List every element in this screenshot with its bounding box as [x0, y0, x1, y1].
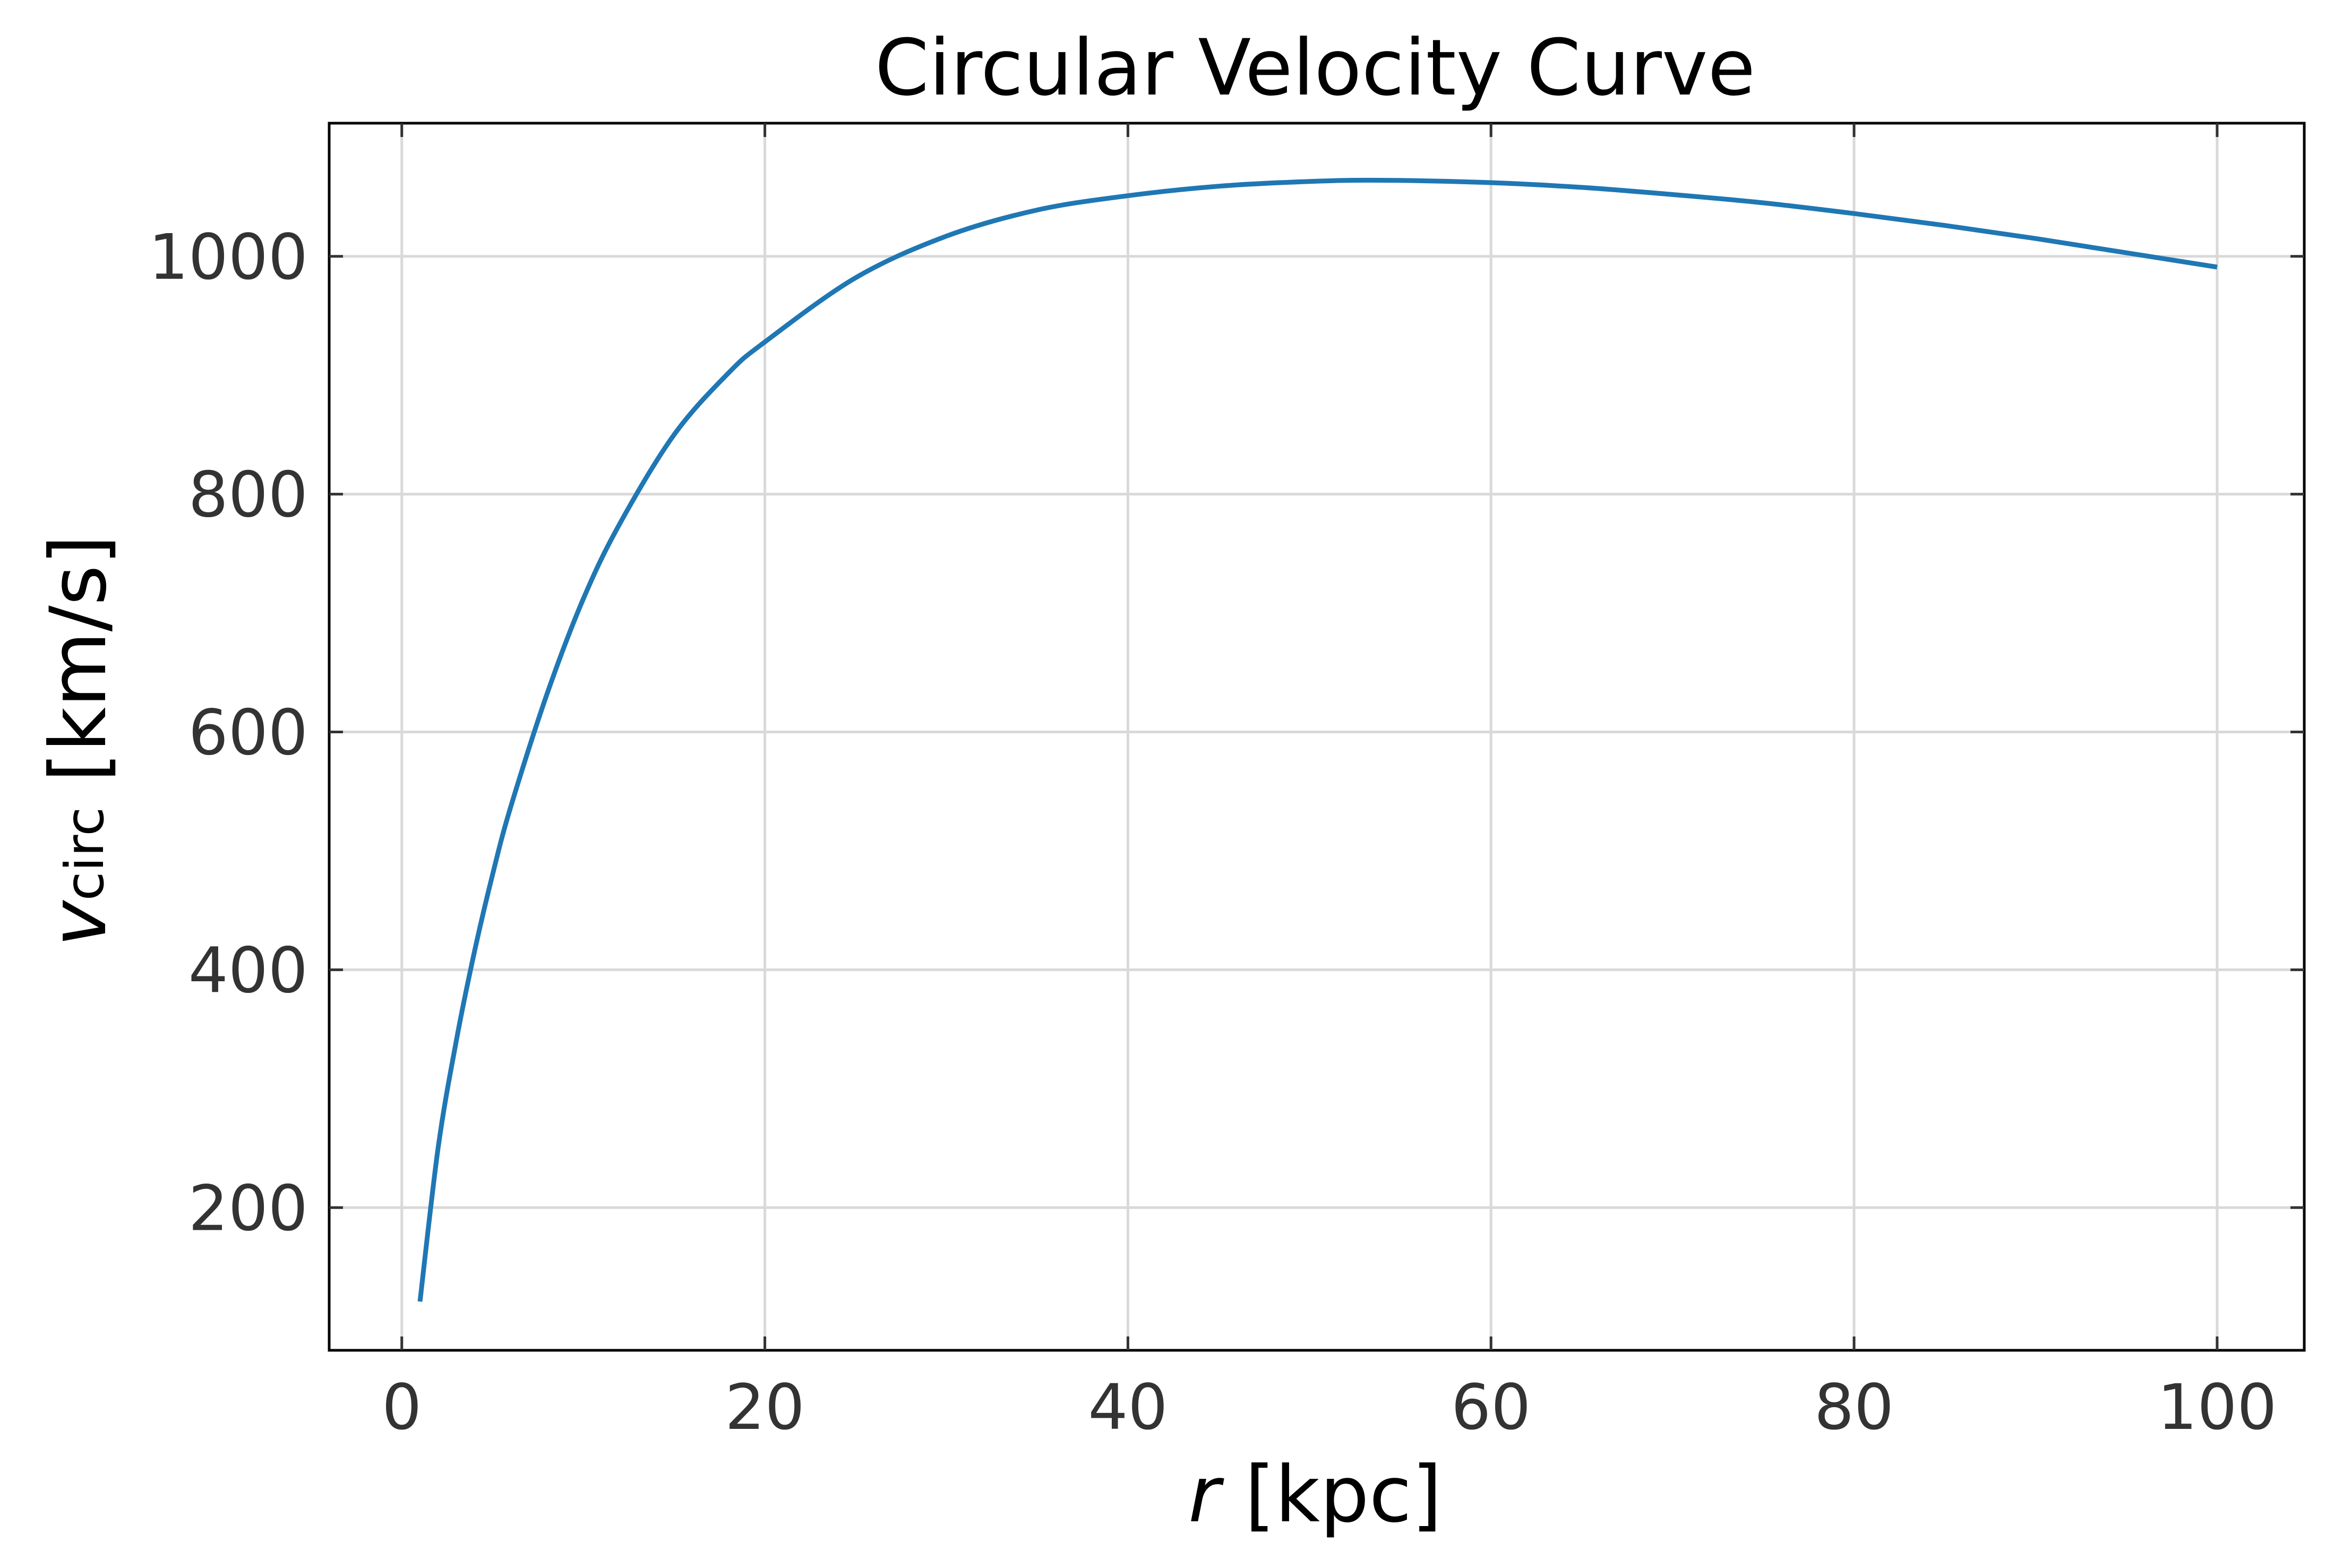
y-tick-label: 1000: [149, 220, 308, 294]
y-axis-subscript: circ: [54, 807, 116, 901]
plot-frame: [328, 122, 2306, 1352]
y-tick-label: 400: [188, 933, 308, 1007]
y-tick-label: 200: [188, 1171, 308, 1245]
x-axis-unit: [kpc]: [1220, 1450, 1442, 1540]
x-tick-label: 40: [1088, 1370, 1168, 1444]
y-tick-label: 800: [188, 458, 308, 532]
tick-labels: 0 20 40 60 80 100 200 400 600 800 1000: [149, 220, 2277, 1444]
x-tick-label: 100: [2157, 1370, 2277, 1444]
x-tick-label: 80: [1814, 1370, 1894, 1444]
x-axis-label: r [kpc]: [1188, 1450, 1442, 1540]
chart-title: Circular Velocity Curve: [875, 23, 1755, 113]
y-axis-unit: [km/s]: [33, 535, 124, 807]
y-axis-label: vcirc [km/s]: [33, 535, 124, 946]
x-tick-label: 0: [382, 1370, 422, 1444]
series-line: [417, 177, 2218, 1302]
y-axis-symbol: v: [33, 899, 124, 947]
x-tick-label: 20: [725, 1370, 805, 1444]
x-axis-symbol: r: [1188, 1450, 1224, 1540]
x-tick-label: 60: [1451, 1370, 1531, 1444]
grid: [329, 123, 2304, 1350]
series-layer: [417, 177, 2218, 1302]
y-tick-label: 600: [188, 696, 308, 769]
ticks: [329, 123, 2304, 1350]
